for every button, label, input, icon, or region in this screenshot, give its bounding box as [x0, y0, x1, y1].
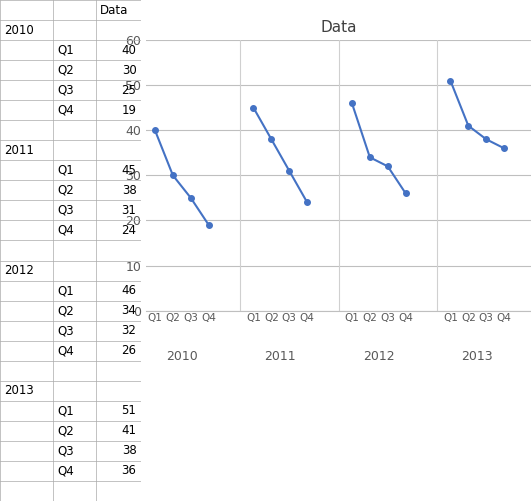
Text: 2013: 2013 — [461, 350, 493, 363]
Text: 2011: 2011 — [264, 350, 296, 363]
Text: 2010: 2010 — [166, 350, 198, 363]
Text: 24: 24 — [122, 224, 136, 237]
Text: 30: 30 — [122, 64, 136, 77]
Text: Q4: Q4 — [58, 104, 74, 117]
Text: 45: 45 — [122, 164, 136, 177]
Text: 34: 34 — [122, 304, 136, 317]
Text: 51: 51 — [122, 404, 136, 417]
Text: 26: 26 — [122, 344, 136, 357]
Text: 36: 36 — [122, 464, 136, 477]
Text: 25: 25 — [122, 84, 136, 97]
Text: Q3: Q3 — [58, 324, 74, 337]
Text: Q1: Q1 — [58, 404, 74, 417]
Text: Q1: Q1 — [58, 164, 74, 177]
Text: 31: 31 — [122, 204, 136, 217]
Text: Q1: Q1 — [58, 44, 74, 57]
Text: Q3: Q3 — [58, 204, 74, 217]
Text: 2012: 2012 — [363, 350, 395, 363]
Text: Q2: Q2 — [58, 304, 74, 317]
Text: 32: 32 — [122, 324, 136, 337]
Text: Q4: Q4 — [58, 344, 74, 357]
Text: Q2: Q2 — [58, 64, 74, 77]
Text: Q1: Q1 — [58, 284, 74, 297]
Text: Q4: Q4 — [58, 464, 74, 477]
Text: 19: 19 — [122, 104, 136, 117]
Text: Data: Data — [100, 4, 129, 17]
Text: 38: 38 — [122, 184, 136, 197]
Text: Q4: Q4 — [58, 224, 74, 237]
Text: 46: 46 — [122, 284, 136, 297]
Text: 2013: 2013 — [4, 384, 34, 397]
Text: 38: 38 — [122, 444, 136, 457]
Text: Q3: Q3 — [58, 444, 74, 457]
Text: Q2: Q2 — [58, 424, 74, 437]
Title: Data: Data — [320, 20, 357, 35]
Text: 40: 40 — [122, 44, 136, 57]
Text: 2012: 2012 — [4, 264, 34, 277]
Text: Q2: Q2 — [58, 184, 74, 197]
Text: Q3: Q3 — [58, 84, 74, 97]
Text: 2010: 2010 — [4, 24, 34, 37]
Text: 41: 41 — [122, 424, 136, 437]
Text: 2011: 2011 — [4, 144, 34, 157]
